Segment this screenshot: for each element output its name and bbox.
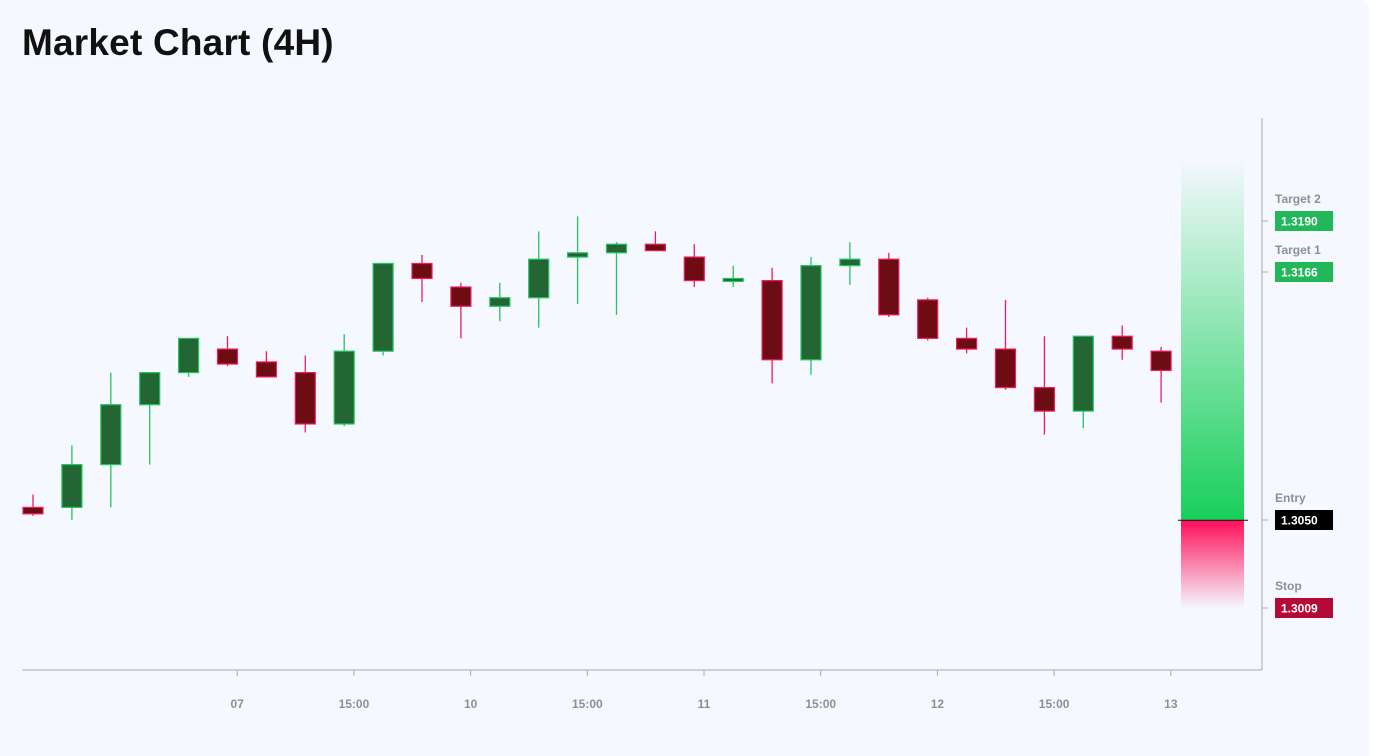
candle [216,336,239,367]
candle-body [178,337,200,374]
candle-body [800,265,822,361]
candle-body [61,464,83,508]
candle-body [917,299,939,339]
candle [139,372,161,465]
candle-body [489,297,511,307]
candle-body [100,404,122,466]
trade-zones [1178,158,1248,608]
candle-body [22,506,44,515]
level-marker: Stop 1.3009 [1262,579,1333,618]
candle-body [839,258,861,267]
candle [489,282,511,322]
candle-body [372,262,394,352]
page-title: Market Chart (4H) [22,22,334,63]
x-tick-label: 15:00 [339,697,370,711]
level-value: 1.3050 [1281,514,1318,528]
candle-body [450,286,472,307]
level-name: Stop [1275,579,1302,593]
level-name: Entry [1275,491,1306,505]
candle [800,257,822,375]
candle-body [411,262,433,280]
candle [761,267,783,384]
candle [1072,335,1094,429]
candle [683,244,705,288]
candle [644,231,667,252]
candle-body [139,372,161,406]
candle [566,216,589,305]
candle-body [722,277,744,283]
candle-body [1111,335,1133,350]
candle [994,299,1017,390]
candle [411,254,433,302]
level-value: 1.3190 [1281,215,1318,229]
levels-layer: Target 2 1.3190 Target 1 1.3166 Entry 1.3050 S… [1262,192,1333,618]
profit-zone [1181,158,1244,521]
candle-body [994,348,1017,389]
x-tick-label: 10 [464,697,478,711]
candle [22,494,44,516]
candle [878,252,900,317]
level-name: Target 1 [1275,243,1321,257]
candle [1111,325,1133,360]
x-tick-label: 15:00 [805,697,836,711]
level-value: 1.3009 [1281,602,1318,616]
candle-body [605,243,628,254]
level-badge [1275,262,1333,282]
level-marker: Entry 1.3050 [1262,491,1333,530]
candle [839,242,861,285]
candle [917,297,939,341]
candle [333,334,355,427]
candle [722,265,744,288]
x-tick-label: 12 [931,697,945,711]
x-tick-label: 07 [231,697,245,711]
candle-body [566,252,589,258]
candle-body [255,361,277,378]
x-tick-label: 15:00 [572,697,603,711]
candles-layer [22,216,1172,521]
candle [61,445,83,521]
candle-body [1150,350,1172,372]
candle-body [644,243,667,252]
candle-body [878,258,900,316]
candle [100,372,122,508]
x-tick-label: 11 [698,697,711,711]
level-marker: Target 1 1.3166 [1262,243,1333,282]
candle-body [1033,386,1056,412]
candle-body [955,337,978,350]
candle-body [528,258,550,299]
candle [1150,346,1172,403]
candle-body [1072,335,1094,412]
level-name: Target 2 [1275,192,1321,206]
x-tick-label: 15:00 [1039,697,1070,711]
level-badge [1275,211,1333,231]
candle-body [294,372,316,425]
candle-body [216,348,239,365]
candle [1033,336,1056,435]
candle-body [683,256,705,282]
loss-zone [1181,520,1244,608]
candle [372,262,394,356]
candle [450,282,472,339]
candle [255,351,277,378]
level-marker: Target 2 1.3190 [1262,192,1333,231]
candle-body [761,280,783,361]
x-tick-label: 13 [1164,697,1178,711]
axes-layer: 07 15:00 10 15:00 11 15:00 12 15:00 13 [22,118,1263,711]
candle [178,337,200,377]
candle [955,327,978,354]
candle [605,242,628,315]
candle-body [333,350,355,425]
candle [528,231,550,328]
level-badge [1275,510,1333,530]
candle [294,355,316,433]
level-value: 1.3166 [1281,266,1318,280]
level-badge [1275,598,1333,618]
